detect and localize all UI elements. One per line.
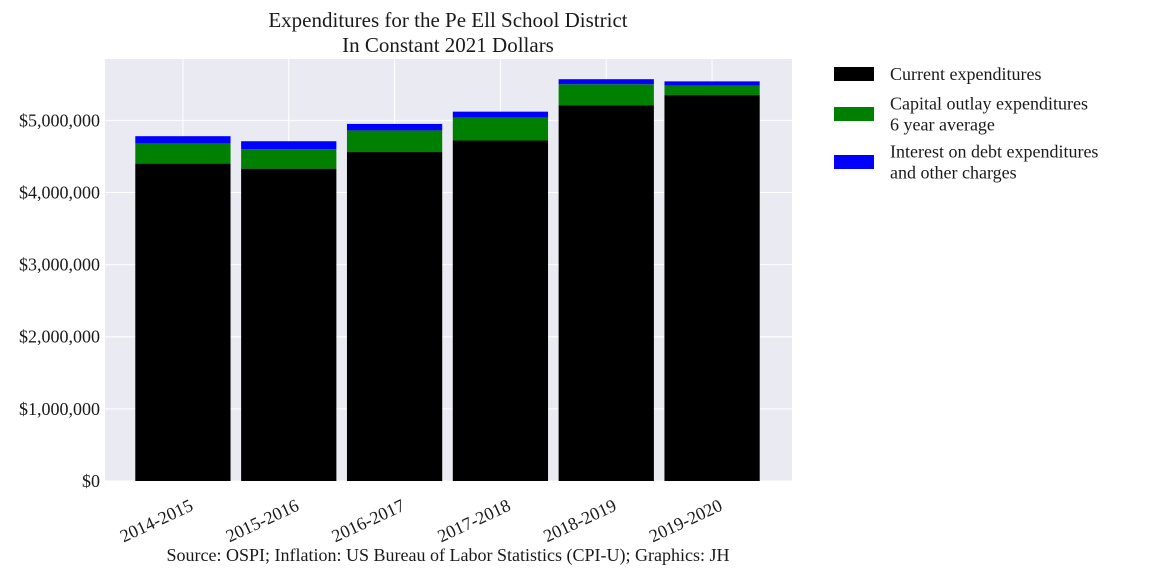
bar-segment-2017-2018-series-2 xyxy=(452,111,549,118)
x-tick-label: 2014-2015 xyxy=(117,495,196,546)
y-tick-label: $5,000,000 xyxy=(19,110,100,130)
legend-swatch xyxy=(834,155,874,169)
legend-label: Interest on debt expenditures xyxy=(890,142,1098,162)
x-tick-label: 2015-2016 xyxy=(223,495,302,546)
bar-segment-2016-2017-series-1 xyxy=(346,130,443,153)
y-tick-label: $0 xyxy=(82,471,100,491)
x-tick-label: 2018-2019 xyxy=(540,495,619,546)
legend: Current expenditures Capital outlay expen… xyxy=(834,64,1098,183)
bar-segment-2016-2017-series-2 xyxy=(346,123,443,131)
bars xyxy=(135,79,760,482)
legend-label: and other charges xyxy=(890,163,1017,183)
y-tick-label: $2,000,000 xyxy=(19,327,100,347)
y-axis-tick-labels: $0 $1,000,000 $2,000,000 $3,000,000 $4,000,0… xyxy=(19,110,100,491)
chart-title: Expenditures for the Pe Ell School Distr… xyxy=(268,8,627,57)
x-tick-label: 2019-2020 xyxy=(646,495,725,546)
legend-label: 6 year average xyxy=(890,115,995,135)
y-tick-label: $3,000,000 xyxy=(19,255,100,275)
bar-segment-2017-2018-series-0 xyxy=(452,140,549,481)
bar-segment-2014-2015-series-2 xyxy=(135,136,231,144)
bar-segment-2018-2019-series-2 xyxy=(558,79,654,85)
bar-segment-2016-2017-series-0 xyxy=(346,152,443,482)
bar-segment-2014-2015-series-1 xyxy=(135,143,231,164)
bar-segment-2015-2016-series-1 xyxy=(241,149,337,169)
bar-segment-2019-2020-series-0 xyxy=(664,95,760,482)
bar-segment-2014-2015-series-0 xyxy=(135,163,231,481)
y-tick-label: $1,000,000 xyxy=(19,399,100,419)
chart-title-line-1: Expenditures for the Pe Ell School Distr… xyxy=(268,8,627,32)
legend-swatch xyxy=(834,107,874,121)
legend-label: Capital outlay expenditures xyxy=(890,94,1088,114)
y-tick-label: $4,000,000 xyxy=(19,182,100,202)
x-axis-tick-labels: 2014-2015 2015-2016 2016-2017 2017-2018 2018… xyxy=(117,495,725,546)
legend-swatch xyxy=(834,67,874,81)
bar-segment-2015-2016-series-2 xyxy=(241,141,337,150)
bar-segment-2019-2020-series-1 xyxy=(664,85,760,96)
bar-segment-2018-2019-series-1 xyxy=(558,84,654,106)
x-tick-label: 2017-2018 xyxy=(434,495,513,546)
x-tick-label: 2016-2017 xyxy=(329,495,408,546)
bar-segment-2015-2016-series-0 xyxy=(241,168,337,481)
bar-segment-2017-2018-series-1 xyxy=(452,117,549,141)
chart-title-line-2: In Constant 2021 Dollars xyxy=(342,33,554,57)
bar-segment-2019-2020-series-2 xyxy=(664,81,760,86)
source-caption: Source: OSPI; Inflation: US Bureau of La… xyxy=(167,545,730,566)
bar-segment-2018-2019-series-0 xyxy=(558,105,654,482)
legend-label: Current expenditures xyxy=(890,64,1041,84)
